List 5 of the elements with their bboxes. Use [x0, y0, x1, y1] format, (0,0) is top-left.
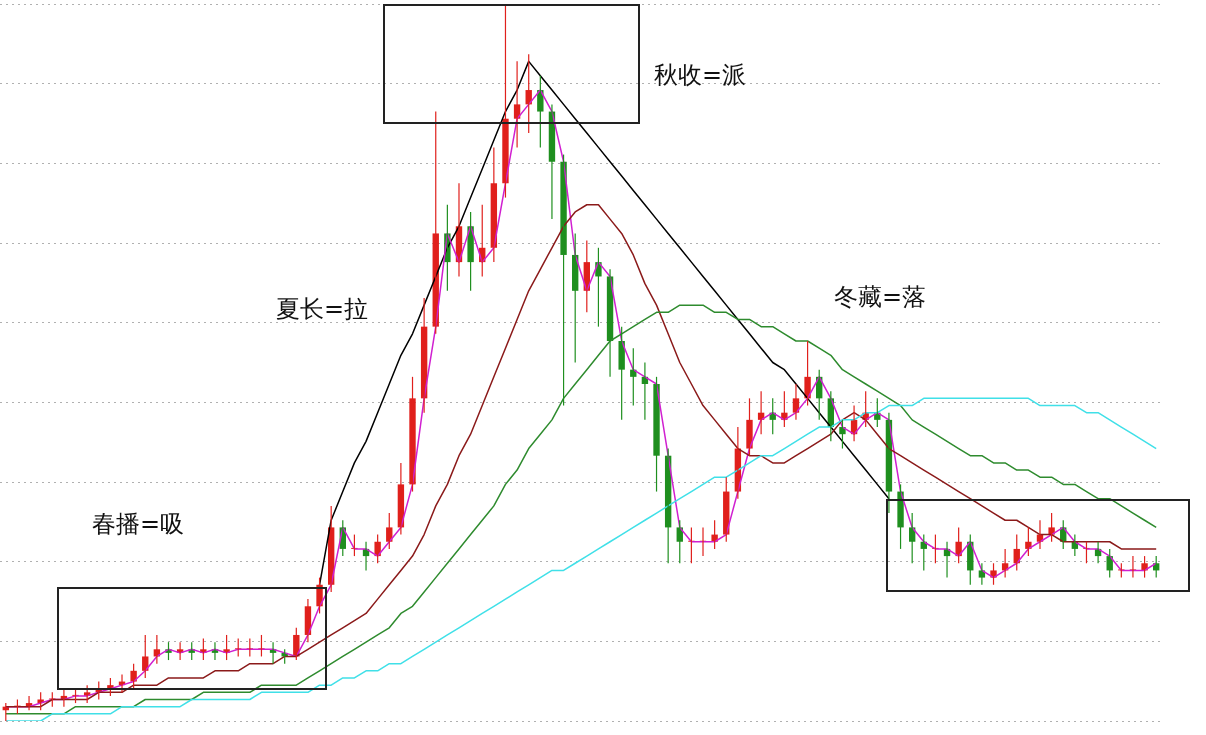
annotation: 秋收=派 — [654, 60, 747, 91]
candlestick — [258, 634, 265, 658]
annotation: 冬藏=落 — [834, 282, 927, 313]
annotation: 春播=吸 — [92, 509, 185, 540]
annotation: 夏长=拉 — [276, 294, 369, 325]
